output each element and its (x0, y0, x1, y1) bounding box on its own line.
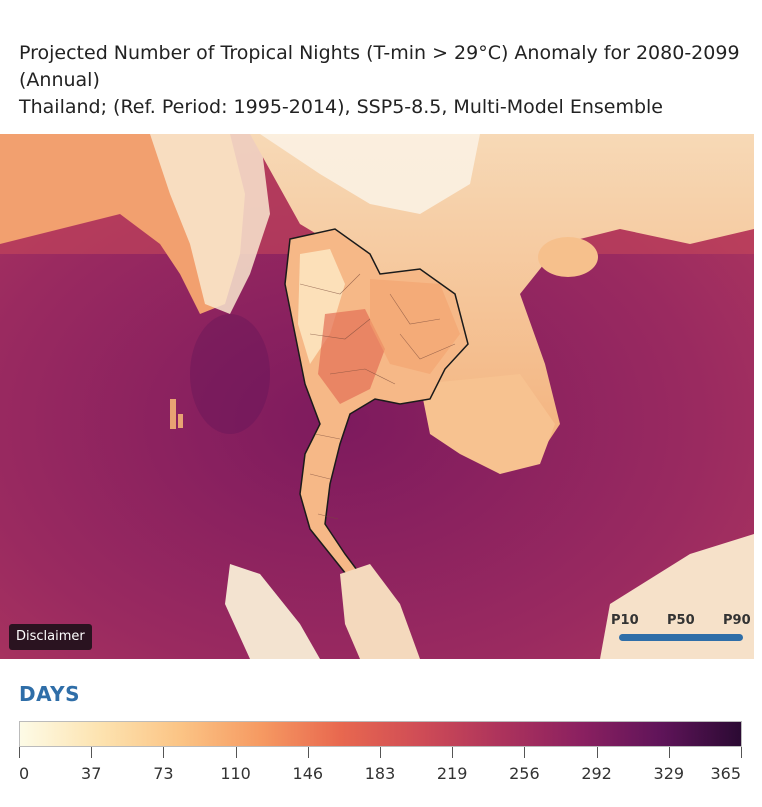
thailand-north-region (298, 249, 345, 364)
legend-tick-mark (596, 747, 598, 758)
percentile-option-p50[interactable]: P50 (667, 613, 695, 628)
land-cambodia (420, 374, 555, 474)
legend-tick-mark (524, 747, 526, 758)
thailand-central-region (318, 309, 385, 404)
percentile-option-p90[interactable]: P90 (723, 613, 751, 628)
legend-tick-mark (380, 747, 381, 758)
legend-tick-mark (235, 747, 237, 758)
legend-tick-label: 256 (509, 764, 540, 783)
legend-tick-label: 37 (81, 764, 102, 783)
andaman-islands (170, 399, 176, 429)
province-borders (299, 273, 456, 520)
percentile-option-p10[interactable]: P10 (611, 613, 639, 628)
land-sumatra (225, 564, 320, 659)
land-indochina (250, 134, 754, 474)
land-hainan (538, 237, 598, 277)
legend-tick-mark (307, 747, 309, 758)
legend-color-bar (19, 721, 742, 747)
land-malaysia (340, 564, 420, 659)
legend-tick-label: 110 (220, 764, 251, 783)
legend-tick-mark (741, 747, 742, 758)
legend-tick-mark (19, 747, 20, 758)
legend-tick-label: 292 (581, 764, 612, 783)
legend-ticks (19, 747, 742, 761)
legend-tick-mark (452, 747, 454, 758)
legend-tick-label: 146 (292, 764, 324, 783)
legend-tick-label: 219 (436, 764, 468, 783)
percentile-slider-track[interactable] (619, 634, 743, 641)
legend-tick-mark (668, 747, 670, 758)
title-line-3: Thailand; (Ref. Period: 1995-2014), SSP5… (19, 96, 663, 118)
legend-tick-label: 0 (19, 764, 30, 783)
disclaimer-button[interactable]: Disclaimer (9, 624, 92, 650)
sea-max-zone (190, 314, 270, 434)
anomaly-map[interactable] (0, 134, 754, 659)
legend-tick-label: 73 (153, 764, 174, 783)
map-panel[interactable] (0, 134, 754, 659)
thailand-northeast-region (370, 279, 460, 374)
legend-tick-mark (163, 747, 165, 758)
legend-tick-label: 329 (653, 764, 685, 783)
legend-tick-label: 183 (364, 764, 396, 783)
legend-tick-label: 365 (710, 764, 741, 783)
land-borneo (600, 534, 754, 659)
percentile-selector[interactable]: P10 P50 P90 (611, 613, 751, 631)
legend-unit: DAYS (19, 682, 81, 706)
title-line-2: (Annual) (19, 69, 100, 91)
land-highlands (150, 134, 270, 314)
title-line-1: Projected Number of Tropical Nights (T-m… (19, 42, 740, 64)
legend-tick-mark (91, 747, 93, 758)
chart-title: Projected Number of Tropical Nights (T-m… (19, 40, 749, 121)
andaman-islet (178, 414, 183, 428)
legend-labels: 0 37 73 110 146 183 219 256 292 329 365 (19, 764, 742, 786)
land-mountains (260, 134, 480, 214)
